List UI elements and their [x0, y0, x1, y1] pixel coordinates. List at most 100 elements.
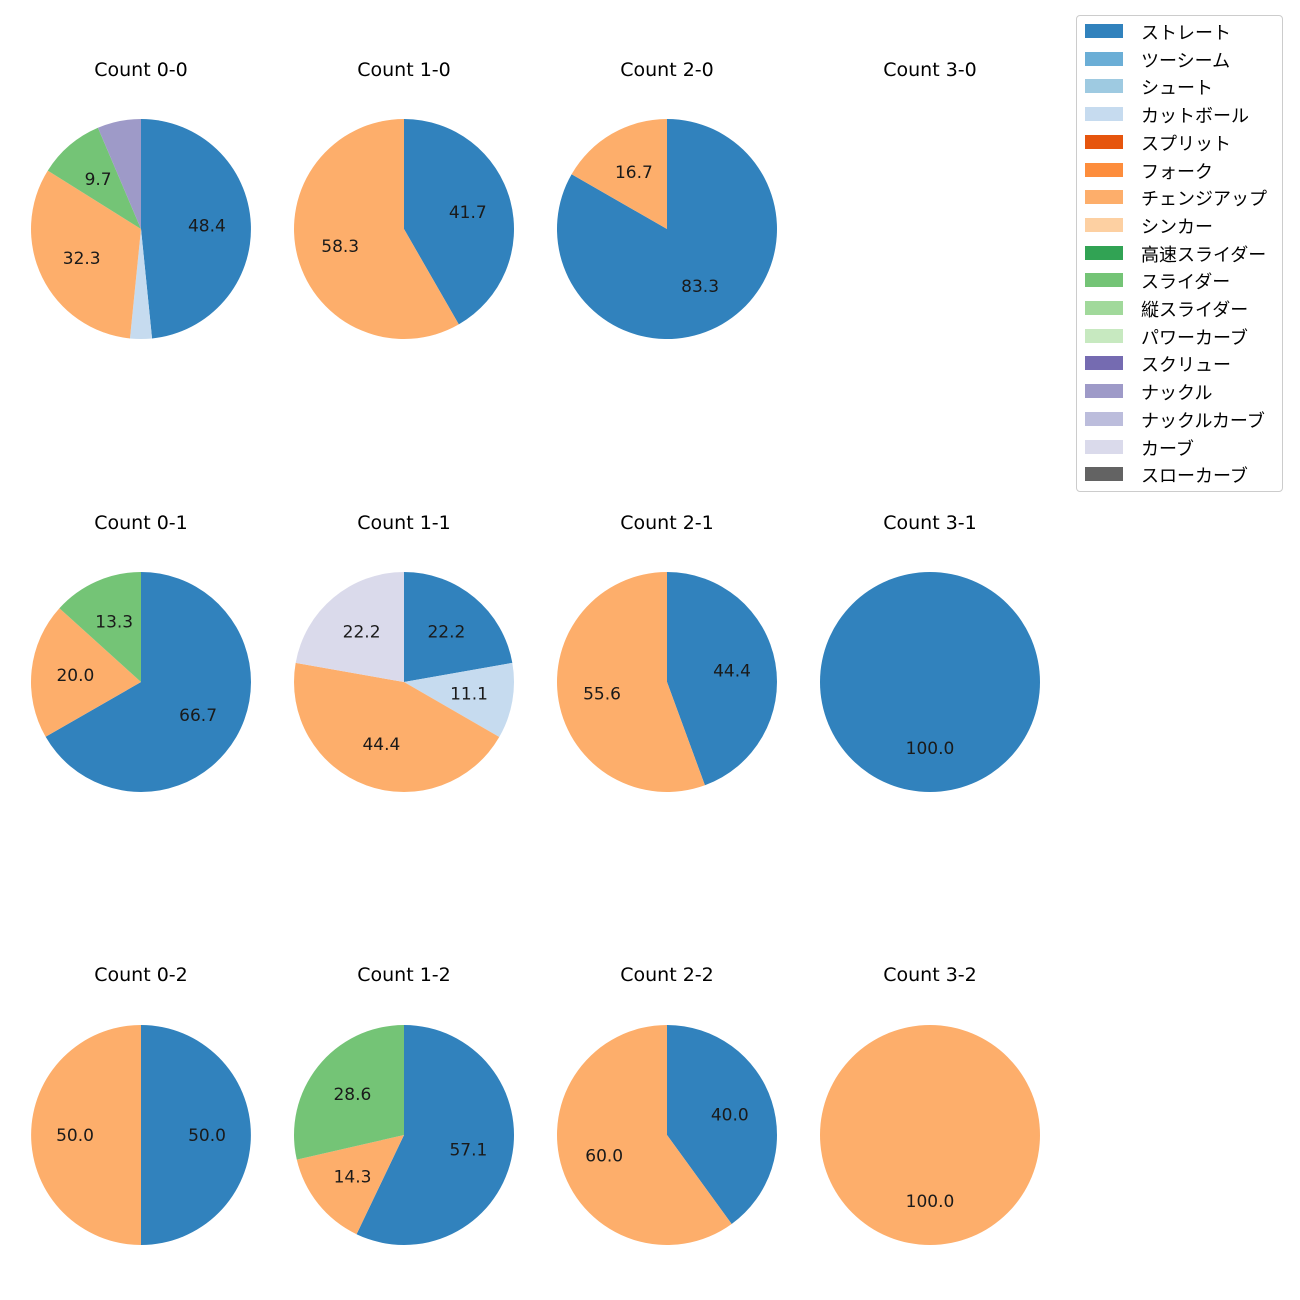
- slice-label: 22.2: [427, 622, 465, 642]
- pie-slice: [404, 662, 515, 737]
- legend-label: フォーク: [1141, 161, 1213, 183]
- pie-slice: [141, 119, 251, 339]
- legend-swatch: [1085, 162, 1123, 177]
- slice-label: 13.3: [95, 613, 133, 633]
- slice-label: 50.0: [188, 1126, 226, 1146]
- pie-slice: [129, 229, 153, 339]
- pie-title: Count 3-2: [883, 964, 977, 986]
- pie-slice: [404, 572, 513, 682]
- pie-slice: [293, 662, 500, 792]
- pie-count-2-1: Count 2-1 44.4 55.6: [556, 512, 777, 793]
- pie-slice: [557, 1025, 732, 1245]
- pie-count-2-2: Count 2-2 40.0 60.0: [557, 964, 778, 1245]
- slice-label: 32.3: [63, 249, 101, 269]
- legend-swatch: [1085, 24, 1123, 38]
- legend-label: スライダー: [1141, 272, 1231, 294]
- slice-label: 20.0: [56, 666, 94, 686]
- legend-item: シンカー: [1077, 211, 1282, 239]
- slice-label: 11.1: [450, 685, 488, 705]
- pie-slice: [296, 1135, 404, 1235]
- pie-count-0-0: Count 0-0 48.4 32.3 9.7: [31, 59, 251, 339]
- legend-item: 縦スライダー: [1077, 294, 1282, 322]
- pie-slice: [667, 1025, 778, 1224]
- legend-swatch: [1085, 245, 1123, 260]
- legend-item: シュート: [1077, 72, 1282, 100]
- slice-label: 100.0: [906, 739, 955, 759]
- slice-label: 60.0: [585, 1146, 623, 1166]
- slice-label: 44.4: [713, 661, 751, 681]
- legend-label: チェンジアップ: [1141, 189, 1267, 211]
- legend-label: 縦スライダー: [1141, 300, 1249, 321]
- legend-swatch: [1085, 273, 1123, 288]
- legend-item: スクリュー: [1077, 349, 1282, 377]
- pie-slice: [571, 119, 667, 229]
- pie-title: Count 2-2: [620, 964, 714, 986]
- pie-slice: [59, 572, 141, 682]
- pie-count-2-0: Count 2-0 83.3 16.7: [556, 59, 777, 339]
- pie-count-1-1: Count 1-1 22.2 11.1 44.4 22.2: [293, 512, 515, 792]
- legend-item: 高速スライダー: [1077, 239, 1282, 267]
- legend-item: チェンジアップ: [1077, 183, 1282, 211]
- legend-label: シュート: [1141, 78, 1213, 100]
- pie-count-0-1: Count 0-1 66.7 20.0 13.3: [30, 512, 251, 792]
- slice-label: 16.7: [615, 163, 653, 183]
- pie-slice: [31, 170, 142, 339]
- pie-title: Count 2-1: [620, 512, 714, 534]
- pie-title: Count 0-1: [94, 512, 188, 534]
- pie-count-1-0: Count 1-0 41.7 58.3: [294, 59, 515, 339]
- legend-swatch: [1085, 190, 1123, 205]
- legend-label: ツーシーム: [1141, 50, 1231, 72]
- pie-count-3-0: Count 3-0: [883, 59, 977, 81]
- slice-label: 66.7: [179, 706, 217, 726]
- legend-label: 高速スライダー: [1141, 244, 1267, 266]
- legend-label: ナックル: [1141, 383, 1213, 405]
- legend-label: スローカーブ: [1141, 466, 1248, 488]
- slice-label: 58.3: [321, 237, 359, 257]
- legend-swatch: [1085, 217, 1123, 232]
- pie-title: Count 3-0: [883, 59, 977, 81]
- pie-count-3-2: Count 3-2 100.0: [820, 964, 1040, 1245]
- slice-label: 50.0: [56, 1126, 94, 1146]
- pie-count-1-2: Count 1-2 57.1 14.3 28.6: [293, 964, 515, 1246]
- pie-slice: [30, 608, 142, 737]
- legend-item: ナックル: [1077, 377, 1282, 405]
- slice-label: 40.0: [711, 1106, 749, 1126]
- pie-slice: [667, 572, 777, 786]
- legend-label: スクリュー: [1141, 355, 1231, 377]
- legend-label: カーブ: [1141, 438, 1194, 460]
- legend: ストレート ツーシーム シュート カットボール スプリット フォーク チェンジアップ シンカー…: [1076, 15, 1283, 492]
- slice-label: 100.0: [906, 1192, 955, 1212]
- pie-slice: [356, 1025, 515, 1246]
- pie-slice: [556, 572, 705, 793]
- pie-title: Count 1-2: [357, 964, 451, 986]
- pie-slice: [556, 119, 777, 339]
- legend-label: ストレート: [1141, 23, 1231, 44]
- pie-count-3-1: Count 3-1 100.0: [820, 512, 1040, 792]
- slice-label: 48.4: [188, 217, 226, 237]
- slice-label: 44.4: [362, 735, 400, 755]
- slice-label: 28.6: [333, 1085, 371, 1105]
- pie-slice: [294, 119, 459, 339]
- slice-label: 57.1: [449, 1141, 487, 1161]
- slice-label: 14.3: [334, 1167, 372, 1187]
- slice-label: 22.2: [343, 622, 381, 642]
- pie-title: Count 1-0: [357, 59, 451, 81]
- legend-swatch: [1085, 134, 1123, 149]
- legend-swatch: [1085, 301, 1123, 315]
- pie-slice: [820, 572, 1040, 792]
- pie-slice: [404, 119, 515, 325]
- slice-label: 9.7: [85, 170, 112, 190]
- legend-item: スプリット: [1077, 128, 1282, 156]
- legend-swatch: [1085, 411, 1123, 426]
- legend-swatch: [1085, 51, 1123, 66]
- legend-label: パワーカーブ: [1141, 327, 1248, 349]
- pie-slice: [31, 1025, 141, 1245]
- legend-swatch: [1085, 107, 1123, 122]
- legend-label: ナックルカーブ: [1141, 410, 1265, 432]
- pie-title: Count 3-1: [883, 512, 977, 534]
- pie-slice: [141, 1025, 251, 1245]
- legend-item: パワーカーブ: [1077, 322, 1282, 350]
- slice-label: 41.7: [449, 203, 487, 223]
- legend-label: シンカー: [1141, 216, 1213, 238]
